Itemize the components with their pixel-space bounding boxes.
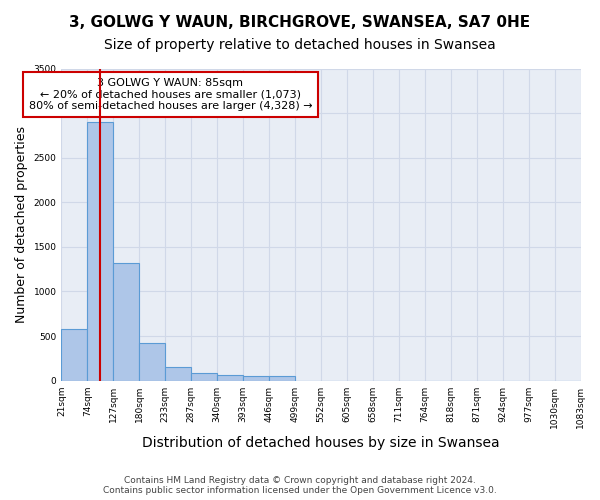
Bar	[269, 376, 295, 380]
Bar	[139, 343, 165, 380]
Bar	[217, 376, 243, 380]
Bar	[88, 122, 113, 380]
X-axis label: Distribution of detached houses by size in Swansea: Distribution of detached houses by size …	[142, 436, 500, 450]
Text: Size of property relative to detached houses in Swansea: Size of property relative to detached ho…	[104, 38, 496, 52]
Bar	[61, 330, 88, 380]
Text: Contains HM Land Registry data © Crown copyright and database right 2024.
Contai: Contains HM Land Registry data © Crown c…	[103, 476, 497, 495]
Bar	[165, 367, 191, 380]
Text: 3 GOLWG Y WAUN: 85sqm
← 20% of detached houses are smaller (1,073)
80% of semi-d: 3 GOLWG Y WAUN: 85sqm ← 20% of detached …	[29, 78, 312, 111]
Bar	[243, 376, 269, 380]
Text: 3, GOLWG Y WAUN, BIRCHGROVE, SWANSEA, SA7 0HE: 3, GOLWG Y WAUN, BIRCHGROVE, SWANSEA, SA…	[70, 15, 530, 30]
Bar	[191, 372, 217, 380]
Bar	[113, 263, 139, 380]
Y-axis label: Number of detached properties: Number of detached properties	[15, 126, 28, 323]
